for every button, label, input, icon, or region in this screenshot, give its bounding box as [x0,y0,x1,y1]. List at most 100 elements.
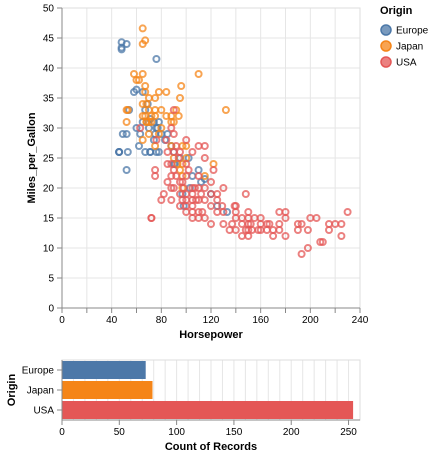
scatter-grid [61,7,361,309]
point-europe [152,55,161,63]
point-usa [241,190,250,198]
point-japan [144,130,153,138]
point-usa [228,220,237,228]
scatter-points [115,24,352,258]
point-usa [194,172,203,180]
legend-swatch-europe [380,24,392,36]
point-europe [123,148,132,156]
point-usa [244,208,253,216]
point-japan [141,36,150,45]
point-europe [163,130,172,138]
point-usa [207,202,215,210]
point-usa [197,190,206,198]
point-japan [176,94,184,102]
point-japan [162,88,171,96]
point-usa [297,220,306,228]
point-usa [169,106,178,114]
scatter-y-tick-label: 25 [43,154,55,165]
point-usa [207,178,215,186]
point-japan [138,100,147,108]
point-japan [177,82,186,90]
legend-title: Origin [380,5,413,17]
point-usa [194,142,203,150]
scatter-x-tick-label: 120 [203,315,220,326]
point-europe [122,40,131,48]
bar-x-axis: 0 50 100 150 200 250 [59,419,360,438]
scatter-x-tick-label: 40 [106,315,118,326]
scatter-y-tick-label: 10 [43,244,55,255]
point-usa [218,202,227,210]
point-usa [231,202,240,210]
point-europe [118,130,127,138]
bar-y-axis: Europe Japan USA [22,360,63,420]
point-europe [223,208,232,216]
point-usa [275,226,284,234]
point-usa [256,220,265,228]
point-usa [244,232,253,240]
point-europe [135,142,143,150]
bar-x-tick-label: 150 [226,427,243,438]
point-usa [293,220,302,228]
point-usa [207,220,215,228]
legend-items: Europe Japan USA [380,24,429,69]
point-usa [159,190,168,198]
bar-usa [62,401,354,419]
point-usa [182,136,191,144]
point-usa [152,136,161,144]
point-usa [343,208,352,216]
point-usa [178,196,187,204]
scatter-y-tick-label: 20 [43,184,55,195]
scatter-x-tick-label: 80 [156,315,168,326]
bar-europe [62,361,146,379]
point-japan [138,136,147,144]
point-japan [144,106,153,114]
point-usa [231,226,240,234]
point-usa [147,214,156,222]
point-japan [221,106,230,114]
point-usa [174,154,183,162]
point-japan [194,70,203,78]
legend-swatch-japan [380,40,392,52]
legend-swatch-usa [380,56,392,68]
bar-chart: 0 50 100 150 200 250 Europe Japan USA Count of … [6,359,361,453]
point-europe [115,148,124,156]
point-usa [312,214,321,222]
bar-y-tick-label: Japan [27,386,54,397]
point-usa [188,148,197,156]
point-usa [163,148,172,156]
scatter-x-axis-title: Horsepower [179,329,243,341]
bar-y-tick-label: USA [33,406,54,417]
bar-x-tick-label: 100 [168,427,185,438]
scatter-y-tick-label: 5 [48,274,54,285]
point-usa [162,136,171,144]
scatter-y-tick-label: 15 [43,214,55,225]
point-usa [169,184,178,192]
scatter-y-tick-label: 30 [43,124,55,135]
point-usa [337,232,346,240]
bar-y-tick-label: Europe [22,366,55,377]
point-usa [136,124,145,132]
point-europe [117,45,126,54]
point-europe [188,172,197,180]
point-usa [318,238,327,246]
point-japan [123,106,132,114]
point-japan [138,24,147,33]
scatter-y-tick-label: 45 [43,34,55,45]
point-usa [200,196,209,204]
point-japan [157,124,166,132]
point-usa [219,184,228,192]
point-japan [154,88,163,96]
scatter-y-axis-title: Miles_per_Gallon [26,112,38,203]
point-europe [146,148,155,156]
point-usa [337,220,346,228]
scatter-x-tick-label: 200 [302,315,319,326]
point-usa [325,226,333,234]
bar-y-axis-title: Origin [6,374,18,407]
point-usa [213,208,222,216]
point-usa [172,172,181,180]
point-usa [151,172,160,180]
point-usa [265,220,274,228]
scatter-plot: 0 40 80 120 160 200 240 0 5 10 15 20 25 30 35 40 45 50 H… [26,4,369,342]
point-japan [151,94,160,102]
scatter-y-tick-label: 0 [48,304,54,315]
